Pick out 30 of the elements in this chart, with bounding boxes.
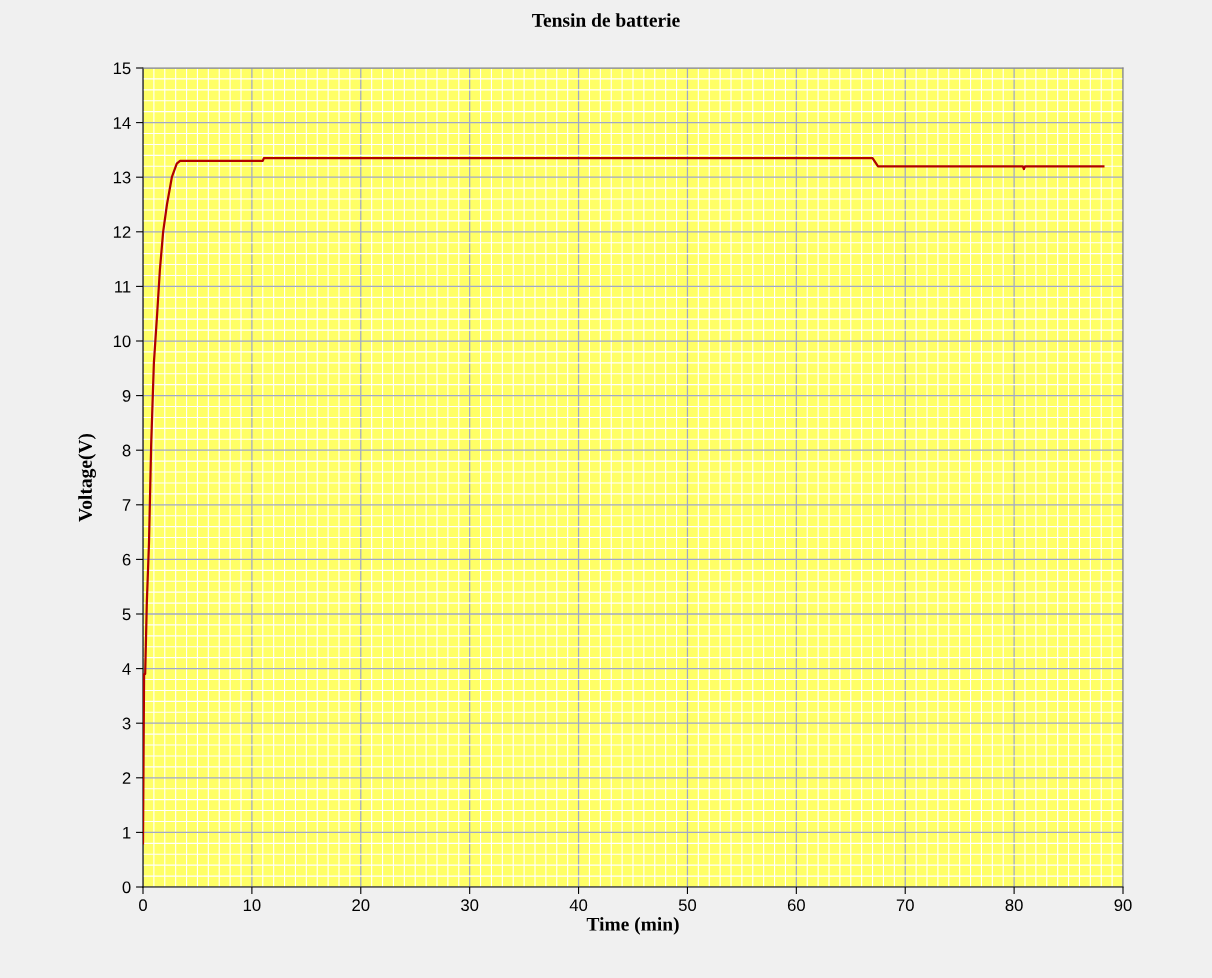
y-tick-label: 11 [115,280,131,293]
x-tick-label: 80 [1005,899,1023,912]
x-tick-label: 70 [896,899,914,912]
x-tick-label: 60 [787,899,805,912]
x-tick-label: 10 [243,899,261,912]
y-tick-label: 10 [113,335,131,348]
x-tick-label: 50 [678,899,697,912]
y-tick-label: 9 [122,390,131,402]
y-tick-label: 7 [122,499,131,511]
y-tick-label: 13 [113,171,131,184]
x-tick-label: 20 [352,899,370,912]
y-tick-label: 1 [123,826,131,839]
x-tick-label: 30 [461,899,479,912]
y-tick-label: 0 [122,881,131,894]
x-tick-label: 0 [139,899,147,912]
x-tick-label: 40 [569,899,588,912]
y-tick-label: 5 [122,608,131,621]
y-tick-label: 12 [113,226,131,238]
x-tick-label: 90 [1114,899,1132,912]
y-axis-title: Voltage(V) [78,433,96,522]
chart-title: Tensin de batterie [532,13,680,27]
x-axis-title: Time (min) [586,917,679,935]
y-tick-label: 8 [122,444,131,457]
y-tick-label: 6 [122,553,131,566]
y-tick-label: 2 [122,772,131,784]
y-tick-label: 4 [122,663,131,675]
line-series [143,156,1105,845]
y-tick-label: 3 [122,717,131,730]
y-tick-label: 15 [113,62,131,75]
y-tick-label: 14 [113,117,131,129]
